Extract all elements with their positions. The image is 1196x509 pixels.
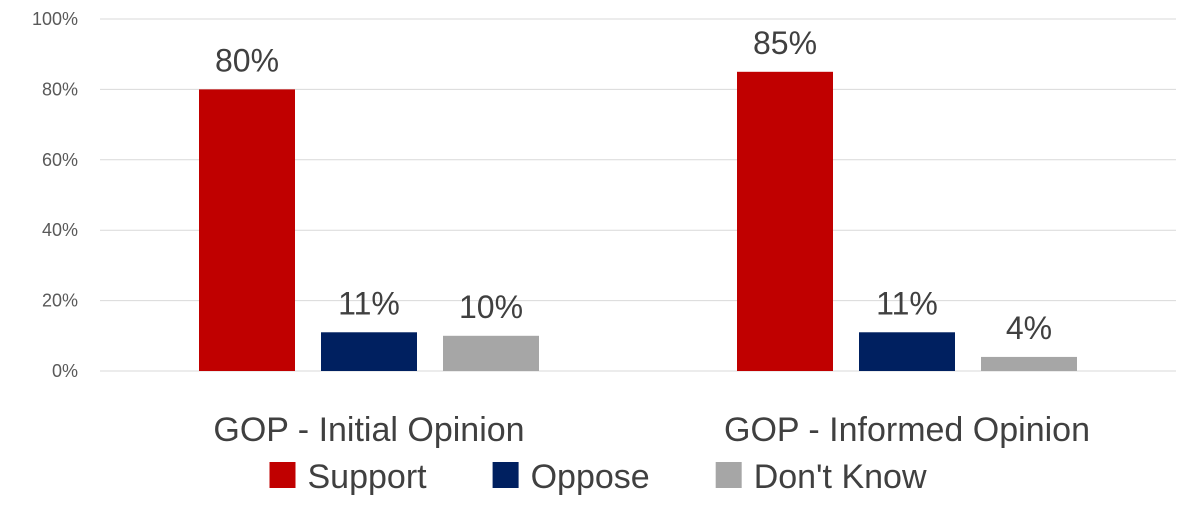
bar-don-t-know-1 <box>443 336 539 371</box>
data-label: 4% <box>1006 310 1052 346</box>
data-label: 10% <box>459 289 523 325</box>
legend-label: Oppose <box>531 458 650 496</box>
legend-swatch <box>270 462 296 488</box>
data-label: 11% <box>876 285 938 321</box>
data-label: 80% <box>215 42 279 78</box>
y-tick-label: 0% <box>52 361 78 381</box>
bar-support-1 <box>199 89 295 371</box>
legend-item-oppose: Oppose <box>493 458 650 496</box>
bars <box>199 72 1077 371</box>
y-axis-ticks: 0% 20% 40% 60% 80% 100% <box>32 9 78 381</box>
legend-item-support: Support <box>270 458 428 496</box>
legend-swatch <box>493 462 519 488</box>
bar-oppose-1 <box>321 332 417 371</box>
bar-support-2 <box>737 72 833 371</box>
bar-oppose-2 <box>859 332 955 371</box>
x-category-label: GOP - Informed Opinion <box>724 411 1090 449</box>
data-label: 85% <box>753 25 817 61</box>
legend-swatch <box>716 462 742 488</box>
data-label: 11% <box>338 285 400 321</box>
legend-item-don-t-know: Don't Know <box>716 458 927 496</box>
data-labels: 80% 11% 10% 85% 11% 4% <box>215 25 1052 346</box>
y-tick-label: 40% <box>42 220 78 240</box>
bar-don-t-know-2 <box>981 357 1077 371</box>
x-category-label: GOP - Initial Opinion <box>213 411 524 449</box>
legend-label: Support <box>308 458 428 496</box>
y-tick-label: 100% <box>32 9 78 29</box>
y-tick-label: 20% <box>42 291 78 311</box>
legend-label: Don't Know <box>754 458 927 496</box>
x-axis-categories: GOP - Initial Opinion GOP - Informed Opin… <box>213 411 1090 449</box>
legend: Support Oppose Don't Know <box>270 458 927 496</box>
y-tick-label: 60% <box>42 150 78 170</box>
y-tick-label: 80% <box>42 79 78 99</box>
